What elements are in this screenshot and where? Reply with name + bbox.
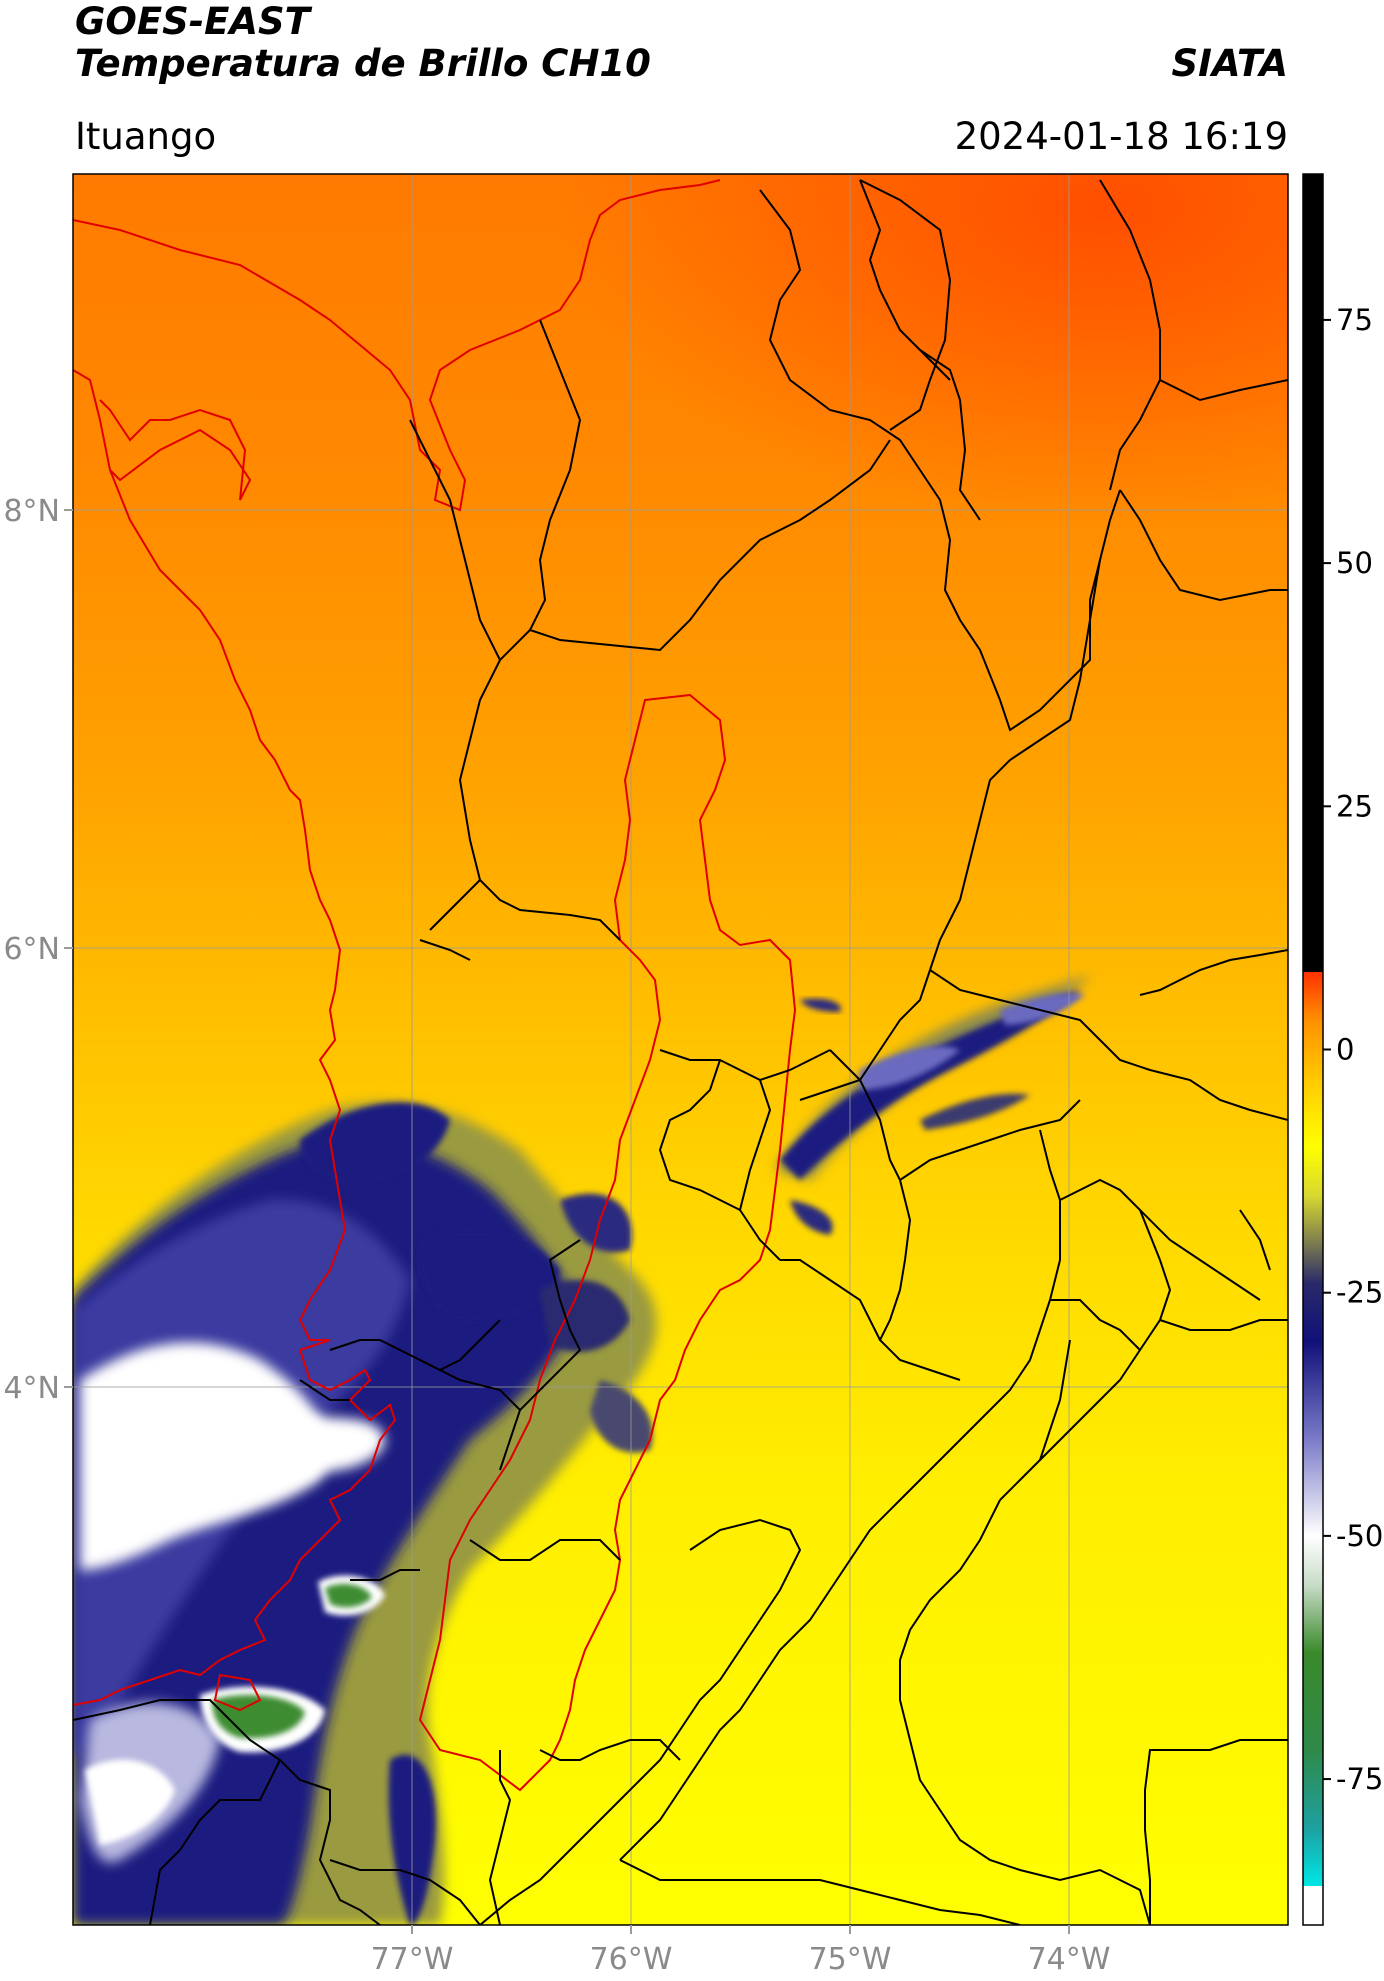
lat-label-8n: 8°N (3, 494, 60, 529)
lon-label-76w: 76°W (590, 1942, 673, 1977)
satellite-title: GOES-EAST (75, 0, 310, 43)
colorbar-tick-label: 0 (1336, 1033, 1354, 1067)
graticule (73, 174, 1288, 1925)
colorbar-tick-label: 25 (1336, 789, 1373, 823)
map-frame (72, 173, 1289, 1926)
colorbar-tick-label: -50 (1336, 1519, 1383, 1553)
coastline (73, 179, 721, 1712)
product-title: Temperatura de Brillo CH10 (75, 42, 651, 85)
colorbar-tick-label: 50 (1336, 546, 1373, 580)
lon-ticks (411, 1925, 1070, 1934)
region-outline (418, 693, 797, 1792)
map-area (73, 174, 1288, 1925)
lon-label-75w: 75°W (809, 1942, 892, 1977)
lon-label-74w: 74°W (1028, 1942, 1111, 1977)
colorbar-gradient (1303, 174, 1323, 1925)
lat-label-4n: 4°N (3, 1371, 60, 1406)
cold-cloud-band-east (775, 975, 1090, 1235)
warm-region (73, 174, 1288, 874)
lat-ticks (64, 509, 73, 1388)
timestamp-label: 2024-01-18 16:19 (954, 115, 1288, 158)
colorbar-tick-label: -25 (1336, 1276, 1383, 1310)
lat-label-6n: 6°N (3, 932, 60, 967)
admin-boundaries (73, 179, 1288, 1925)
colorbar: 75 50 25 0 -25 -50 -75 (1302, 173, 1383, 1926)
brand-label: SIATA (1171, 42, 1288, 85)
colorbar-tick-label: 75 (1336, 303, 1373, 337)
colorbar-tick-label: -75 (1336, 1762, 1383, 1796)
lon-label-77w: 77°W (371, 1942, 454, 1977)
location-label: Ituango (75, 115, 217, 158)
